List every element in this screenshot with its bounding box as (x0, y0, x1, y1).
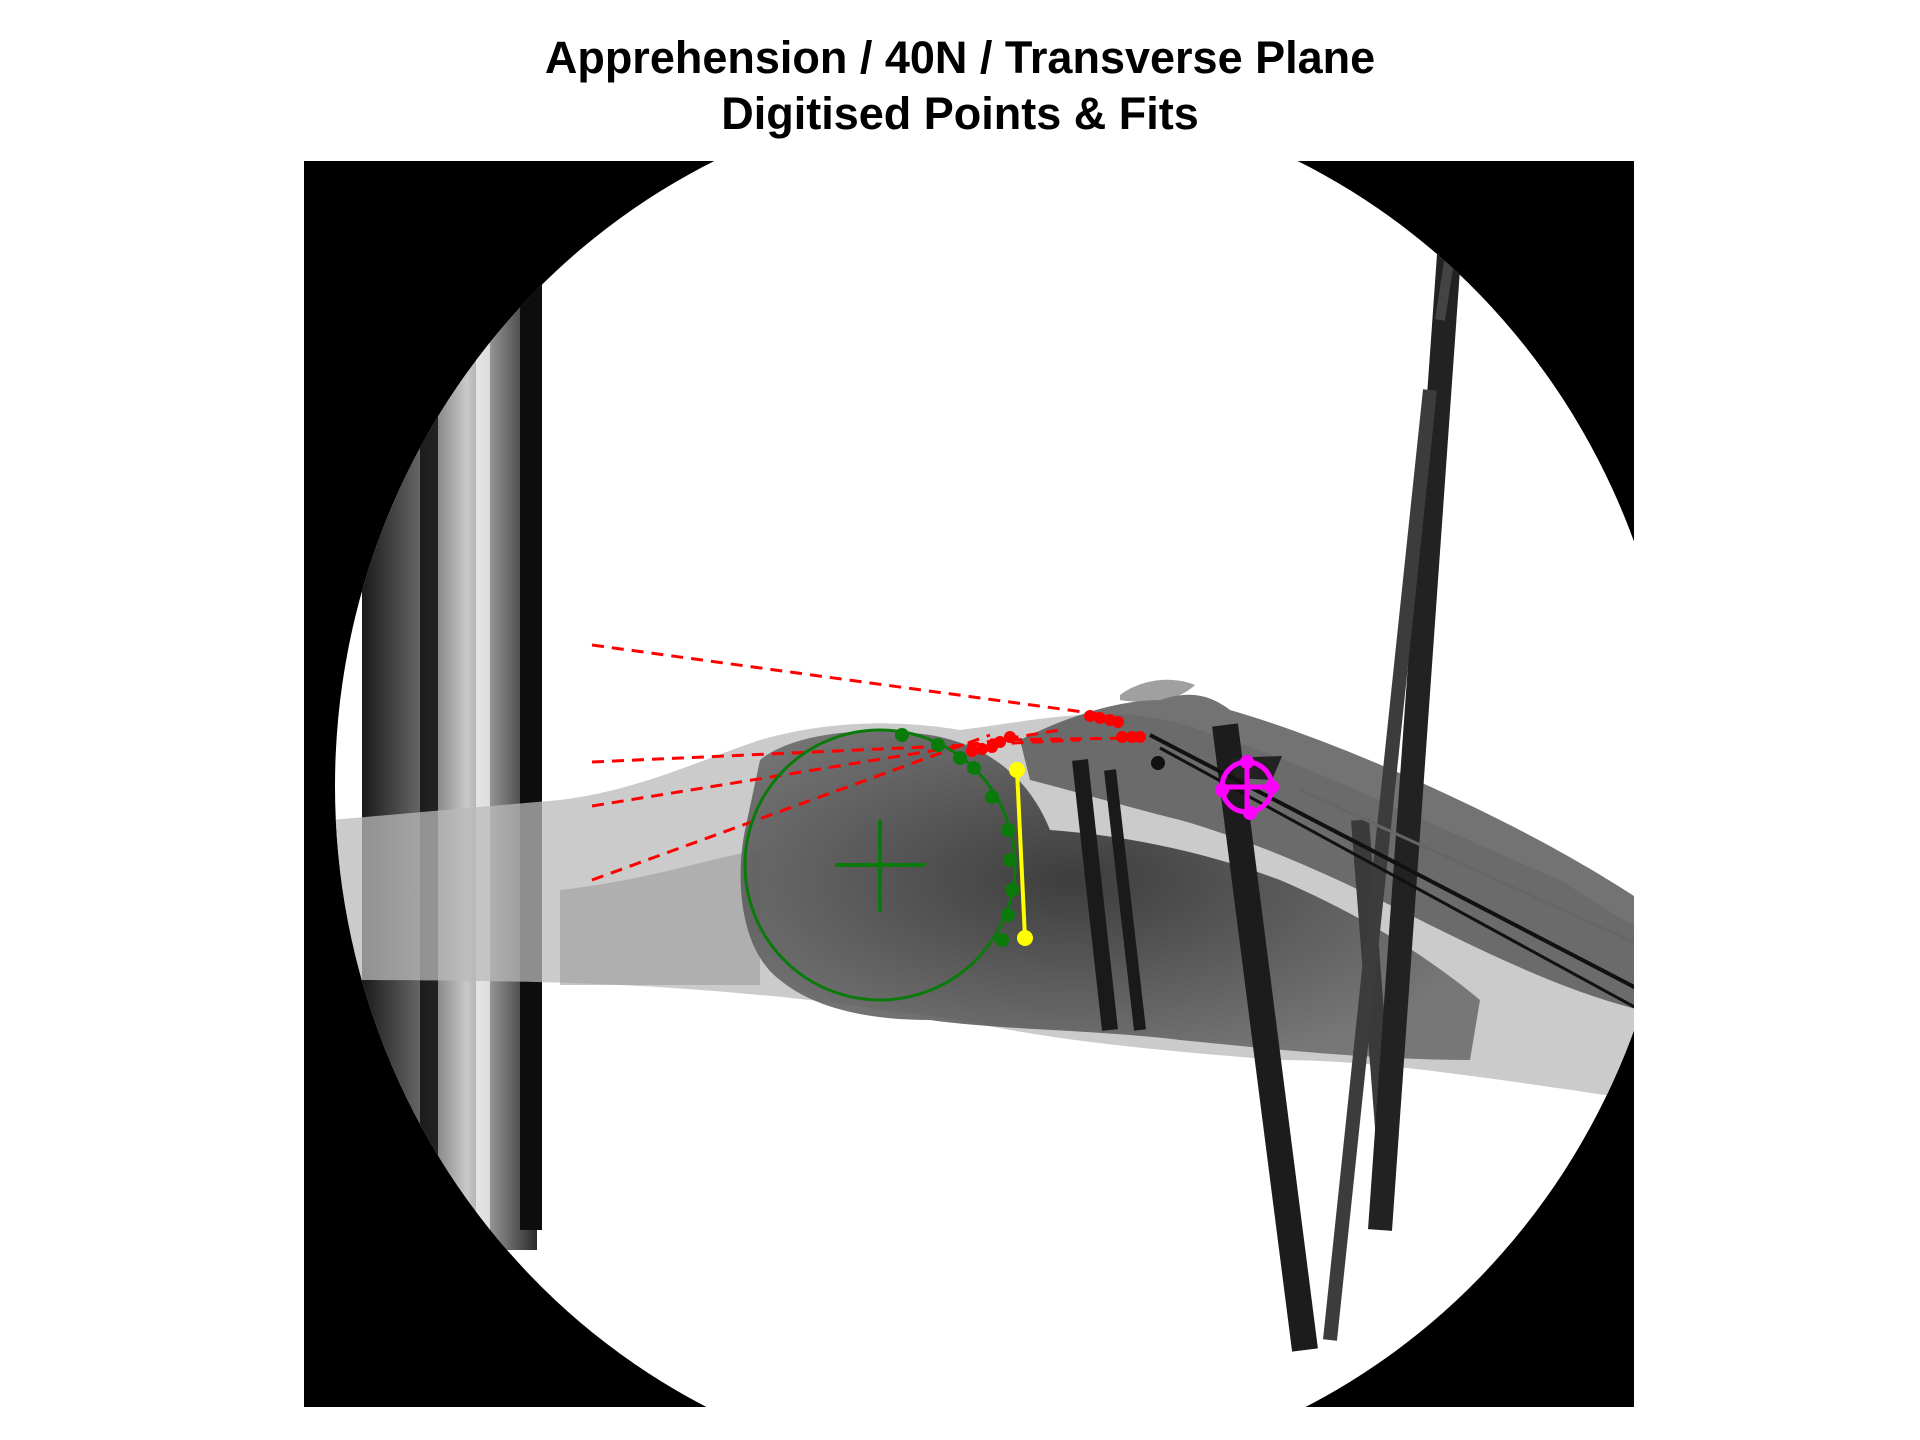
marker-point (1215, 783, 1229, 797)
long-rod-4 (1323, 389, 1437, 1341)
head-point (967, 761, 981, 775)
figure-title: Apprehension / 40N / Transverse Plane (544, 32, 1376, 83)
head-point (1005, 883, 1019, 897)
fit-circle (743, 728, 1017, 1002)
head-points (895, 728, 1019, 947)
fit-line-1 (591, 643, 1106, 717)
glenoid-point (994, 736, 1006, 748)
glenoid-point (1004, 731, 1016, 743)
head-point (985, 790, 999, 804)
figure-title-block: Apprehension / 40N / Transverse Plane Di… (0, 30, 1920, 142)
magenta-marker (1215, 755, 1279, 820)
glenoid-line (1009, 762, 1033, 946)
head-point (895, 728, 909, 742)
glenoid-points (966, 710, 1146, 757)
glenoid-line-endpoint (1017, 930, 1033, 946)
fit-line-4 (591, 733, 991, 882)
glenoid-line-endpoint (1009, 762, 1025, 778)
marker-point (1265, 780, 1279, 794)
vertical-pin-2 (1104, 769, 1146, 1031)
humeral-head-bone (740, 731, 1480, 1060)
glenoid-point (966, 745, 978, 757)
long-rod-3 (1368, 169, 1467, 1231)
figure-subtitle: Digitised Points & Fits (721, 88, 1199, 139)
glenoid-line-segment (1015, 769, 1027, 939)
head-point (1001, 823, 1015, 837)
head-point (953, 751, 967, 765)
head-point (931, 738, 945, 752)
glenoid-point (1134, 731, 1146, 743)
marker-point (1243, 806, 1257, 820)
glenoid-point (1112, 716, 1124, 728)
long-rod-1 (1212, 723, 1318, 1352)
crosshair-icon (835, 820, 925, 912)
xray-image (304, 161, 1634, 1407)
glenoid-point (976, 743, 988, 755)
head-point (1001, 908, 1015, 922)
scapula (1020, 694, 1634, 1010)
head-point (1003, 853, 1017, 867)
marker-point (1240, 755, 1254, 769)
guide-wire-2 (1159, 746, 1634, 1012)
guide-wire-1 (1149, 733, 1634, 992)
glenoid-point (1116, 731, 1128, 743)
head-point (995, 933, 1009, 947)
humeral-head-fit (743, 728, 1019, 1002)
glenoid-point (1094, 712, 1106, 724)
glenoid-point (1084, 710, 1096, 722)
vertical-pin-1 (1072, 759, 1118, 1031)
